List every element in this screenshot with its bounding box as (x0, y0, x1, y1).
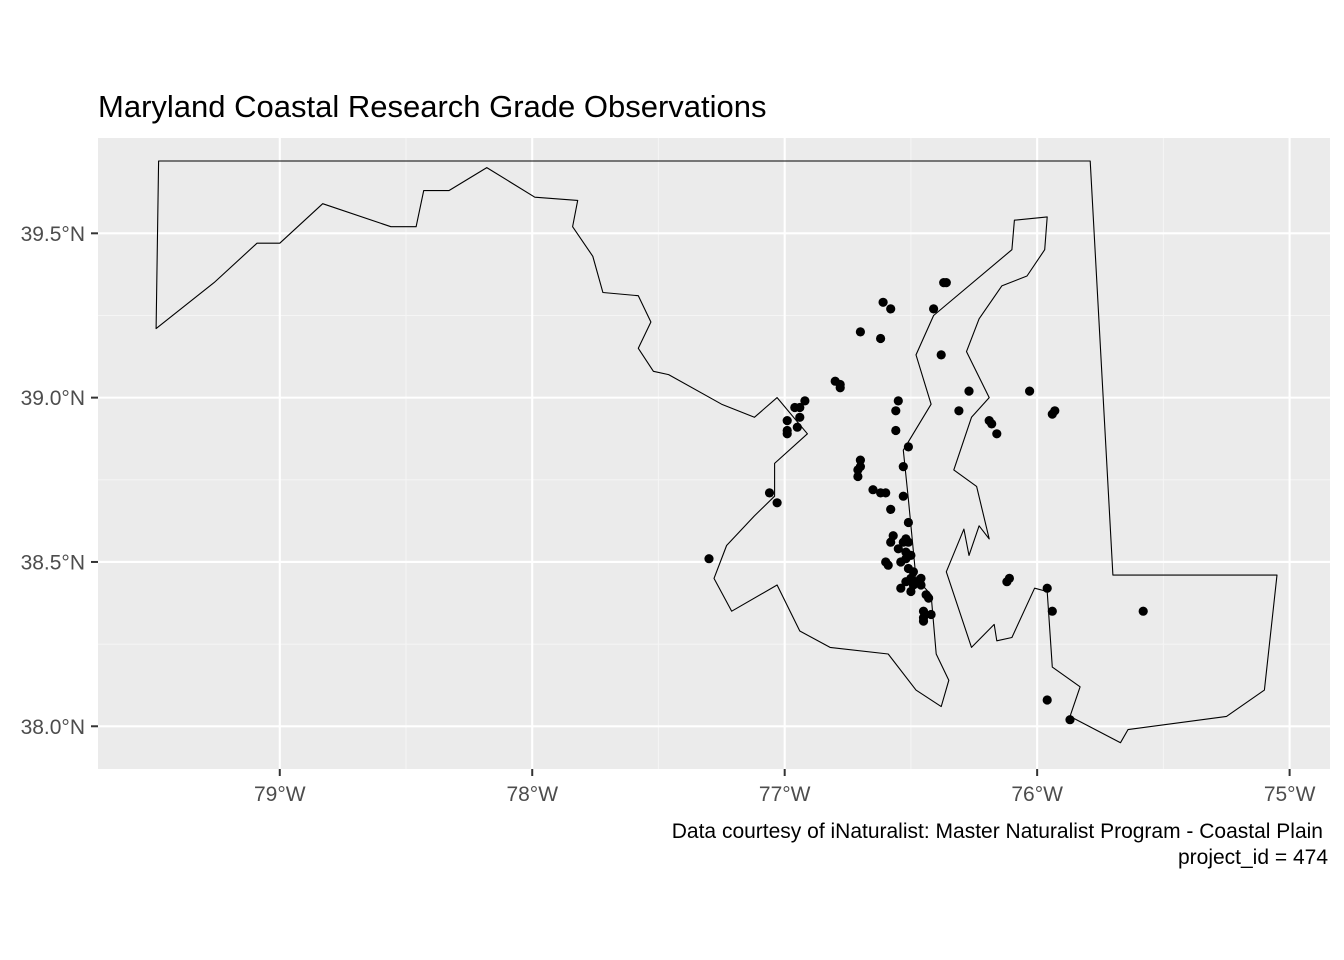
maryland-state-outline (155, 160, 1278, 744)
observation-point (1042, 695, 1052, 705)
y-tick-label: 39.5°N (21, 223, 85, 246)
observation-point (835, 383, 845, 393)
observation-point (906, 586, 916, 597)
observation-point (893, 396, 903, 406)
observation-point (704, 554, 714, 564)
observation-point (881, 488, 891, 498)
observation-point (795, 402, 805, 413)
y-tick-label: 39.0°N (21, 387, 85, 410)
observation-point (954, 406, 964, 416)
observation-point (868, 485, 878, 495)
observation-point (891, 425, 901, 436)
observation-point (878, 297, 888, 307)
observation-point (772, 498, 782, 508)
observation-point (901, 577, 911, 587)
observation-point (903, 537, 914, 547)
observation-point (903, 442, 914, 452)
observation-point (916, 580, 926, 590)
observation-point (992, 429, 1002, 439)
observation-point (782, 416, 792, 426)
map-panel (98, 138, 1330, 769)
observation-point (936, 350, 946, 360)
observation-point (891, 406, 901, 416)
observation-point (782, 429, 792, 439)
observation-point (926, 609, 936, 620)
minor-gridlines (98, 138, 1330, 769)
observation-point (1042, 583, 1052, 593)
caption-line-project-id: project_id = 474 (1178, 846, 1328, 869)
observation-point (987, 419, 997, 429)
observation-point (929, 304, 939, 314)
state-boundary (155, 160, 1278, 744)
x-tick-label: 76°W (1011, 783, 1063, 806)
y-tick-label: 38.5°N (21, 551, 85, 574)
observation-point (886, 304, 896, 314)
observation-point (1065, 715, 1075, 725)
observation-point (886, 504, 896, 514)
x-tick-label: 79°W (254, 783, 306, 806)
observation-point (918, 616, 929, 626)
observation-point (964, 386, 974, 396)
caption-line-source: Data courtesy of iNaturalist: Master Nat… (672, 820, 1323, 843)
observation-point (792, 422, 802, 432)
chart-title: Maryland Coastal Research Grade Observat… (98, 89, 767, 124)
observation-point (764, 488, 775, 498)
observation-point (800, 396, 810, 406)
x-tick-label: 78°W (506, 783, 558, 806)
observation-point (876, 333, 886, 344)
observation-point (855, 327, 866, 337)
observation-point (896, 557, 906, 567)
observation-point (855, 455, 866, 465)
observation-point (918, 606, 929, 616)
observation-point (853, 471, 863, 482)
observation-point (898, 491, 908, 501)
x-tick-label: 77°W (759, 783, 811, 806)
y-tick-label: 38.0°N (21, 716, 85, 739)
observation-point (883, 560, 893, 570)
observation-point (941, 278, 951, 288)
y-axis: 38.0°N 38.5°N 39.0°N 39.5°N (21, 223, 98, 739)
observation-point (1025, 386, 1035, 396)
observation-point (898, 462, 908, 472)
observation-point (795, 412, 805, 422)
observation-points (704, 278, 1148, 725)
observation-point (893, 544, 903, 554)
observation-point (1138, 606, 1148, 616)
observation-point (1047, 606, 1057, 616)
observation-point (896, 583, 906, 593)
observation-point (886, 537, 896, 547)
observation-point (1047, 409, 1057, 419)
observation-point (924, 593, 934, 603)
x-axis: 79°W 78°W 77°W 76°W 75°W (254, 769, 1316, 806)
observation-point (1004, 573, 1015, 584)
observation-point (903, 517, 914, 528)
x-tick-label: 75°W (1264, 783, 1316, 806)
observation-point (853, 465, 863, 475)
